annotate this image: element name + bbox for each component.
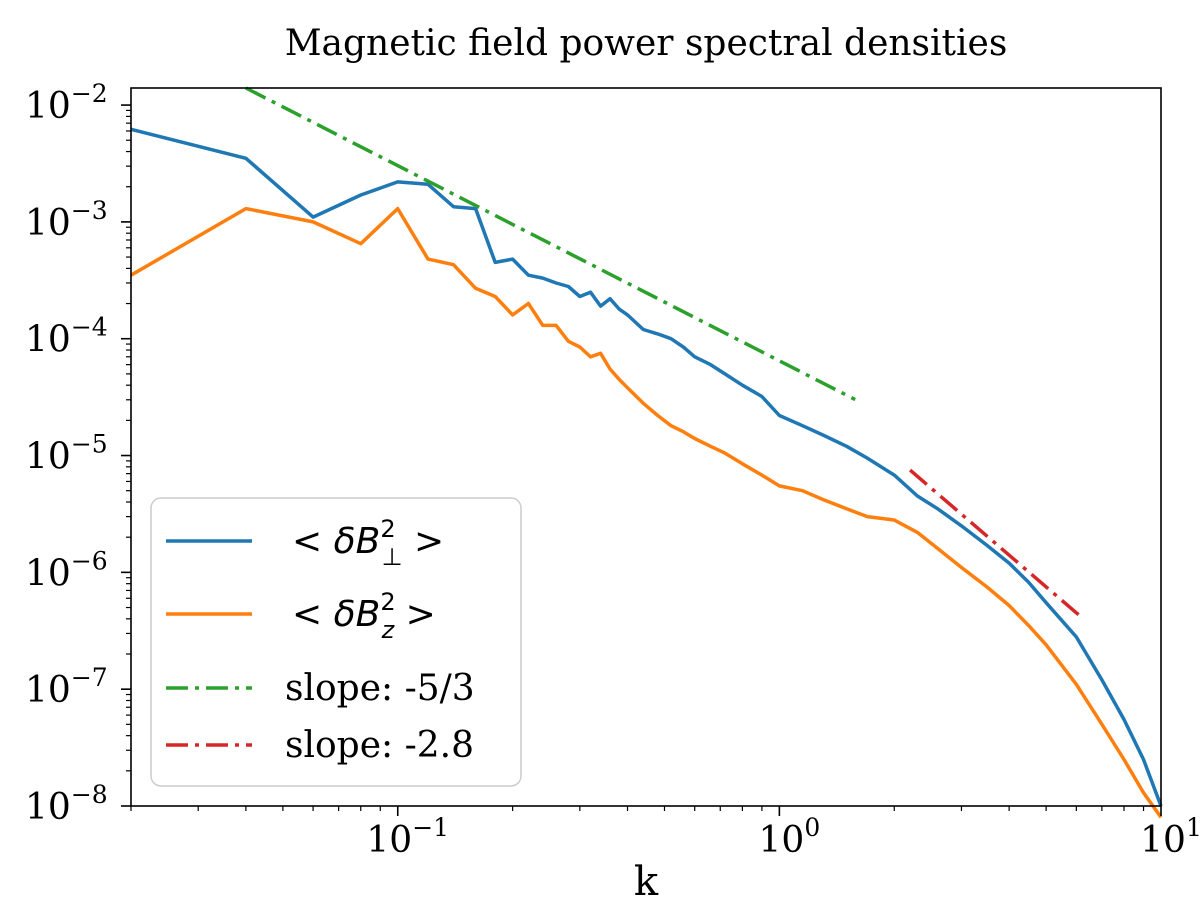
x-tick-exponent: −1: [412, 813, 449, 842]
legend-label-subscript: ⊥: [382, 543, 403, 571]
legend-label-2: slope: -5/3: [285, 668, 475, 709]
y-tick-exponent: −5: [71, 430, 108, 459]
series-0-line: [130, 127, 1163, 807]
x-tick-base: 10: [366, 820, 412, 861]
x-axis-ticks: 10−1 100 101: [130, 806, 1200, 861]
x-tick-label: 10−1: [366, 813, 449, 861]
chart-title: Magnetic field power spectral densities: [285, 23, 1008, 64]
y-tick-exponent: −2: [71, 79, 108, 108]
legend-label-subscript: z: [381, 616, 396, 644]
series-1-line: [130, 206, 1163, 819]
y-tick-label: 10−6: [25, 546, 108, 594]
y-tick-label: 10−7: [25, 663, 108, 711]
y-tick-exponent: −3: [71, 196, 108, 225]
legend-label-0: < δB2 ⊥ >: [292, 515, 444, 571]
y-tick-exponent: −8: [71, 780, 108, 809]
y-tick-base: 10: [25, 553, 71, 594]
y-tick-base: 10: [25, 203, 71, 244]
y-tick-exponent: −7: [71, 663, 108, 692]
legend-label-superscript: 2: [380, 588, 395, 616]
x-tick-exponent: 0: [804, 813, 820, 842]
y-tick-base: 10: [25, 787, 71, 828]
legend-label-3: slope: -2.8: [285, 725, 474, 766]
legend-label-base: < δB: [292, 594, 380, 635]
y-tick-label: 10−4: [25, 313, 108, 361]
legend-label-superscript: 2: [380, 515, 395, 543]
x-axis-label: k: [634, 859, 659, 904]
series-2-line: [245, 86, 856, 402]
legend-label-base: < δB: [292, 521, 380, 562]
y-tick-base: 10: [25, 320, 71, 361]
y-tick-label: 10−5: [25, 430, 108, 478]
y-axis-ticks: 10−210−310−410−510−610−710−8: [25, 79, 131, 828]
series-layer: [130, 86, 1163, 819]
y-tick-exponent: −4: [71, 313, 108, 342]
x-tick-base: 10: [1140, 820, 1186, 861]
legend-label-tail: >: [403, 521, 445, 562]
series-3-line: [908, 468, 1081, 617]
y-tick-exponent: −6: [71, 546, 108, 575]
legend-label-1: < δB2 z >: [292, 588, 436, 644]
x-tick-exponent: 1: [1186, 813, 1200, 842]
y-tick-label: 10−2: [25, 79, 108, 127]
y-tick-base: 10: [25, 86, 71, 127]
y-tick-label: 10−8: [25, 780, 108, 828]
plot-area-frame: [130, 87, 1162, 807]
x-tick-base: 10: [759, 820, 805, 861]
y-tick-base: 10: [25, 437, 71, 478]
y-tick-label: 10−3: [25, 196, 108, 244]
legend-label-tail: >: [394, 594, 436, 635]
y-tick-base: 10: [25, 670, 71, 711]
x-tick-label: 100: [759, 813, 821, 861]
legend-box: [150, 497, 522, 787]
x-tick-label: 101: [1140, 813, 1200, 861]
